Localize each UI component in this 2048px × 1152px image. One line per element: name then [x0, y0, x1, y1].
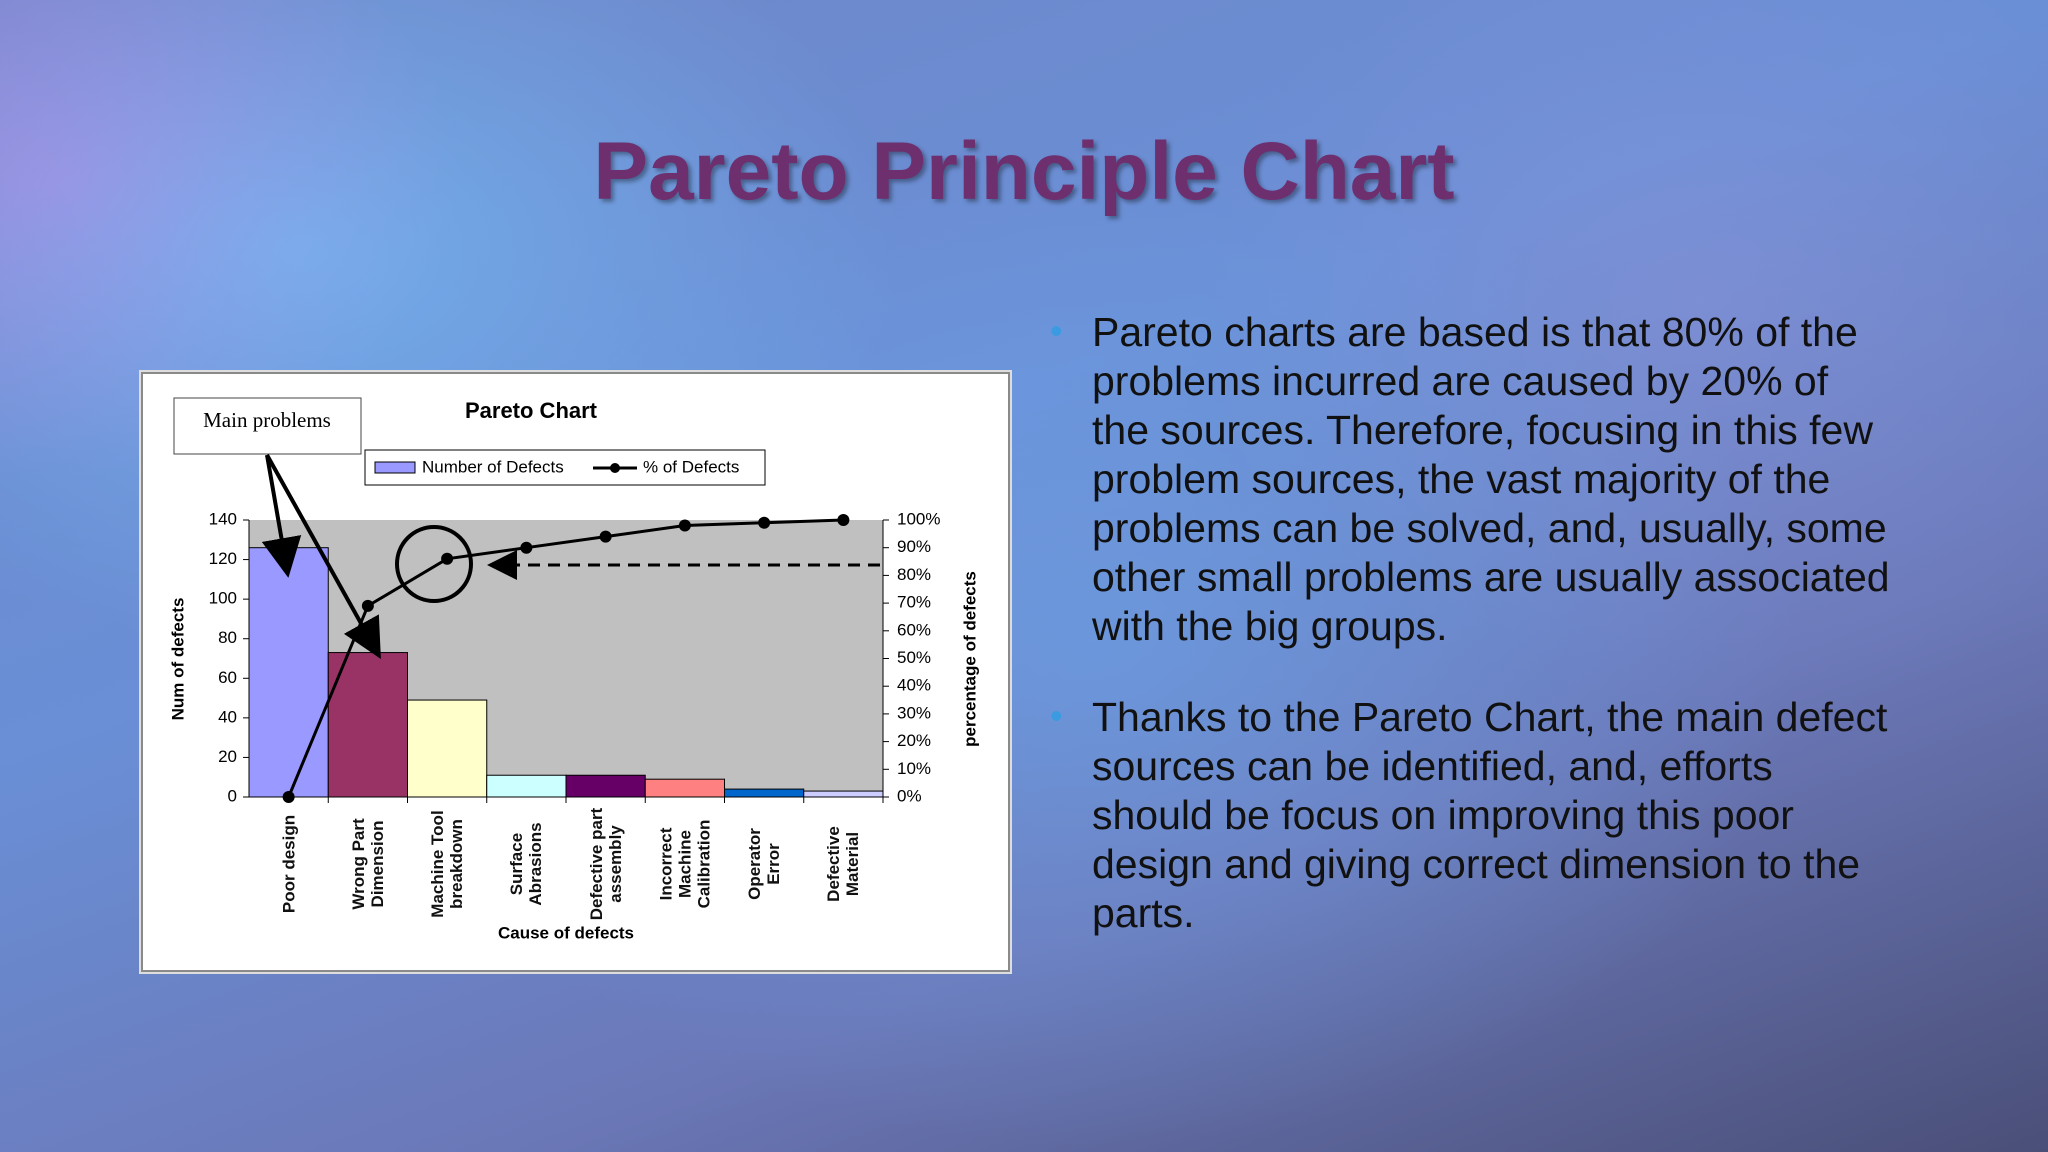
- chart-svg: 0 20 40 60 80 100 120 140 0% 10% 20% 30% 40% 50% 60% 70…: [168, 397, 979, 942]
- annotation-arrow: [265, 454, 381, 659]
- x-tick-label: Surface Abrasions: [507, 822, 546, 906]
- y-tick-label: 100: [209, 589, 237, 608]
- bar: [565, 774, 646, 798]
- bar: [407, 699, 488, 798]
- y2-tick-label: 10%: [897, 759, 931, 778]
- y-tick-label: 0: [228, 786, 237, 805]
- legend-dot: [610, 463, 620, 473]
- bar: [803, 790, 884, 798]
- bullet-list: Pareto charts are based is that 80% of t…: [1050, 306, 1890, 980]
- x-tick-label: Incorrect Machine Calibration: [656, 819, 714, 909]
- y2-tick-label: 70%: [897, 593, 931, 612]
- y-tick-label: 120: [209, 549, 237, 568]
- y2-axis-title: percentage of defects: [960, 571, 979, 747]
- legend-label: Number of Defects: [422, 457, 564, 476]
- y2-tick-label: 80%: [897, 565, 931, 584]
- slide-title: Pareto Principle Chart: [593, 126, 1455, 217]
- y-tick-label: 80: [218, 628, 237, 647]
- bar: [724, 788, 805, 798]
- y2-tick-label: 90%: [897, 537, 931, 556]
- legend-box: [364, 449, 766, 486]
- annotation-text: Main problems: [203, 408, 331, 432]
- y2-tick-label: 100%: [897, 509, 940, 528]
- annotation-circle: [395, 525, 473, 603]
- line-point: [678, 519, 691, 532]
- line-point: [441, 552, 454, 565]
- line-point: [599, 530, 612, 543]
- chart-title: Pareto Chart: [465, 398, 598, 423]
- y2-tick-label: 50%: [897, 648, 931, 667]
- line-point: [520, 541, 533, 554]
- y-tick-label: 40: [218, 707, 237, 726]
- legend-label: % of Defects: [643, 457, 739, 476]
- bar: [248, 547, 329, 798]
- y2-tick-label: 20%: [897, 731, 931, 750]
- bullet: Thanks to the Pareto Chart, the main def…: [1050, 691, 1890, 938]
- y-tick-label: 60: [218, 668, 237, 687]
- line-point: [361, 599, 374, 612]
- annotation-arrow: [261, 454, 302, 578]
- legend-swatch: [374, 461, 416, 474]
- bar: [486, 774, 567, 798]
- line: [287, 518, 844, 798]
- y2-tick-label: 0%: [897, 786, 922, 805]
- y-tick-label: 140: [209, 509, 237, 528]
- annotation-box: [173, 397, 362, 455]
- line-point: [837, 514, 850, 526]
- x-tick-label: Defective Material: [824, 826, 863, 902]
- bar: [644, 778, 725, 798]
- y-tick-label: 20: [218, 747, 237, 766]
- y2-tick-label: 30%: [897, 703, 931, 722]
- x-axis-title: Cause of defects: [498, 923, 634, 942]
- x-tick-label: Defective part assembly: [586, 807, 625, 921]
- y-axis-title: Num of defects: [168, 598, 187, 721]
- x-tick-label: Poor design: [279, 814, 299, 914]
- y2-tick-label: 60%: [897, 620, 931, 639]
- line-point: [758, 516, 771, 529]
- x-tick-label: Wrong Part Dimension: [348, 818, 387, 910]
- bullet: Pareto charts are based is that 80% of t…: [1050, 306, 1890, 651]
- chart: 0 20 40 60 80 100 120 140 0% 10% 20% 30% 40% 50% 60% 70…: [141, 372, 1010, 972]
- x-tick-label: Operator Error: [745, 828, 784, 900]
- y2-tick-label: 40%: [897, 676, 931, 695]
- x-tick-label: Machine Tool breakdown: [428, 810, 467, 918]
